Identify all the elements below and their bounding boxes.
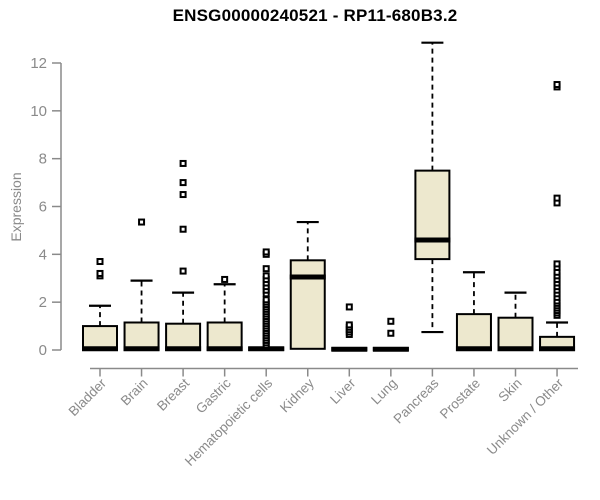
boxplot-unknown-other [539, 81, 576, 352]
y-tick-label: 4 [39, 246, 47, 263]
boxplot-bladder [82, 258, 118, 352]
box [123, 321, 160, 351]
outlier-point [262, 296, 270, 304]
y-tick-label: 10 [30, 103, 47, 120]
boxplot-kidney [289, 220, 326, 350]
boxplot-hematopoietic-cells [248, 248, 285, 352]
outlier-point [179, 191, 187, 199]
category-label: Lung [368, 376, 400, 408]
y-tick-label: 8 [39, 151, 47, 168]
box [165, 322, 202, 352]
box [497, 316, 534, 351]
outlier-point [179, 159, 187, 167]
category-label: Breast [154, 375, 192, 413]
category-label: Unknown / Other [484, 375, 567, 458]
axes [52, 62, 578, 377]
outlier-point [262, 272, 270, 280]
outlier-point [262, 248, 270, 256]
category-label: Liver [327, 375, 359, 407]
box [289, 259, 326, 350]
outlier-point [179, 267, 187, 275]
category-label: Pancreas [391, 375, 442, 426]
outlier-point [221, 275, 229, 283]
y-tick-label: 6 [39, 199, 47, 216]
outlier-point [345, 321, 353, 329]
outlier-point [387, 317, 395, 325]
box [455, 313, 492, 351]
outlier-point [553, 194, 561, 202]
boxplot-breast [165, 159, 202, 352]
outlier-point [96, 269, 104, 277]
boxplot-gastric [206, 275, 243, 352]
outlier-point [179, 225, 187, 233]
boxplot-skin [497, 291, 534, 352]
outlier-point [553, 260, 561, 268]
outlier-point [553, 81, 561, 89]
category-label: Bladder [66, 375, 110, 419]
boxplot-pancreas [414, 41, 451, 334]
category-label: Skin [495, 376, 524, 405]
category-label: Kidney [277, 375, 317, 415]
outlier-point [96, 258, 104, 266]
outlier-point [387, 329, 395, 337]
category-label: Brain [118, 376, 151, 409]
box [206, 321, 243, 351]
chart-title: ENSG00000240521 - RP11-680B3.2 [172, 6, 458, 25]
outlier-point [262, 265, 270, 273]
boxplot-liver [331, 303, 368, 352]
boxplot-lung [372, 317, 409, 352]
outlier-point [138, 218, 146, 226]
outlier-point [345, 303, 353, 311]
y-tick-label: 0 [39, 342, 47, 359]
y-tick-label: 2 [39, 294, 47, 311]
boxplot-brain [123, 218, 160, 352]
box [414, 169, 451, 261]
y-tick-label: 12 [30, 55, 47, 72]
category-label: Prostate [437, 376, 483, 422]
outlier-point [179, 179, 187, 187]
category-label: Gastric [193, 375, 234, 416]
boxplot-prostate [455, 271, 492, 352]
